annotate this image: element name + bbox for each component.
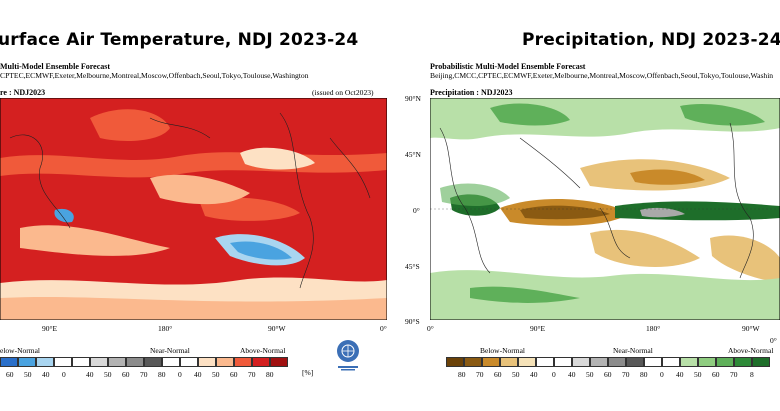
right-panel-title: Precipitation, NDJ 2023-24 — [522, 30, 780, 50]
patch-above-pale — [240, 147, 315, 170]
left-lon-tick-90e: 90°E — [42, 324, 58, 333]
left-panel-subtitle: Multi-Model Ensemble Forecast — [0, 62, 111, 71]
southern-light-band — [0, 296, 387, 320]
dry-south-pacific — [590, 229, 700, 268]
right-legend-near: Near-Normal — [613, 346, 653, 355]
patch-above-light-2 — [20, 225, 170, 256]
lat-tick-90n: 90°N — [405, 94, 421, 103]
lat-tick-0: 0° — [413, 206, 420, 215]
right-legend-below: Below-Normal — [480, 346, 525, 355]
precipitation-map — [430, 98, 780, 320]
left-legend-unit: [%] — [302, 368, 314, 377]
temperature-map — [0, 98, 387, 320]
lat-tick-90s: 90°S — [405, 317, 420, 326]
coastlines — [9, 112, 371, 289]
right-lon-tick-90w: 90°W — [742, 324, 760, 333]
right-lon-tick-180: 180° — [646, 324, 661, 333]
south-wet-mid — [470, 286, 580, 303]
north-wet-mid-2 — [680, 103, 765, 126]
dry-south-america — [710, 235, 780, 283]
patch-above-light — [150, 174, 250, 205]
right-map-label: Precipitation : NDJ2023 — [430, 88, 513, 97]
right-legend-above: Above-Normal — [728, 346, 774, 355]
north-wet-mid — [490, 103, 570, 126]
near-normal-patch — [640, 207, 685, 218]
right-lon-tick-90e: 90°E — [530, 324, 546, 333]
left-panel-title: urface Air Temperature, NDJ 2023-24 — [0, 30, 359, 50]
right-lon-tick-0b: 0° — [770, 336, 777, 345]
lat-tick-45s: 45°S — [405, 262, 420, 271]
lat-tick-45n: 45°N — [405, 150, 421, 159]
coastlines — [439, 122, 754, 279]
patch-below-mid — [230, 241, 292, 260]
left-lon-tick-0: 0° — [380, 324, 387, 333]
right-lon-tick-0: 0° — [427, 324, 434, 333]
wet-africa-ring — [440, 183, 510, 206]
left-map-label: re : NDJ2023 — [0, 88, 46, 97]
left-legend-near: Near-Normal — [150, 346, 190, 355]
left-lon-tick-180: 180° — [158, 324, 173, 333]
patch-above-mid — [90, 109, 170, 141]
right-panel-subtitle: Probabilistic Multi-Model Ensemble Forec… — [430, 62, 586, 71]
left-legend-bar — [0, 357, 300, 367]
patch-above-mid-2 — [200, 197, 300, 221]
right-panel-centers: Beijing,CMCC,CPTEC,ECMWF,Exeter,Melbourn… — [430, 71, 774, 80]
wet-equatorial-pacific — [615, 201, 780, 221]
dry-north-pacific-core — [630, 169, 705, 185]
left-panel-centers: CPTEC,ECMWF,Exeter,Melbourne,Montreal,Mo… — [0, 71, 309, 80]
left-issued-label: (issued on Oct2023) — [312, 88, 374, 97]
south-wet-light — [430, 270, 780, 320]
left-legend-above: Above-Normal — [240, 346, 286, 355]
right-legend-bar — [446, 357, 780, 367]
left-lon-tick-90w: 90°W — [268, 324, 286, 333]
wmo-logo-icon — [337, 340, 359, 371]
left-legend-below: elow-Normal — [0, 346, 40, 355]
